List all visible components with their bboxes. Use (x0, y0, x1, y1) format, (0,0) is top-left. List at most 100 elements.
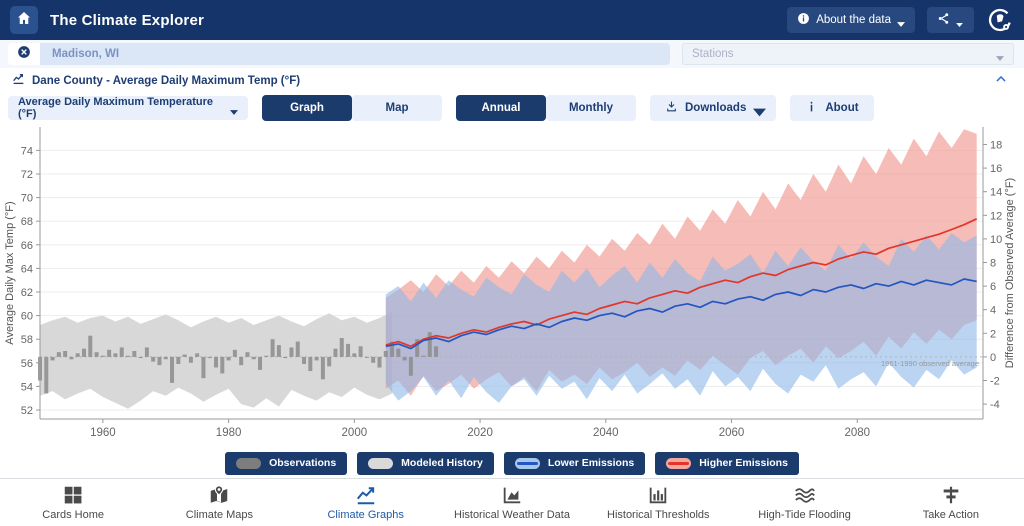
info-icon (797, 12, 810, 28)
climate-explorer-logo[interactable] (986, 6, 1014, 34)
nav-item-cards-home[interactable]: Cards Home (0, 479, 146, 526)
signpost-icon (940, 484, 962, 506)
legend-label: Observations (269, 457, 337, 469)
location-input[interactable] (40, 43, 670, 65)
svg-text:6: 6 (990, 281, 996, 293)
legend-observations[interactable]: Observations (225, 451, 348, 475)
svg-text:4: 4 (990, 305, 996, 317)
app-title: The Climate Explorer (50, 11, 205, 29)
caret-down-icon (753, 106, 767, 116)
svg-text:2020: 2020 (467, 427, 493, 439)
svg-text:1960: 1960 (90, 427, 116, 439)
caret-down-icon (897, 18, 905, 27)
linechart-icon (355, 484, 377, 506)
caret-down-icon (996, 52, 1004, 61)
nav-item-label: Historical Thresholds (607, 509, 710, 521)
svg-text:56: 56 (21, 358, 33, 370)
variable-select-value: Average Daily Maximum Temperature (°F) (18, 96, 214, 120)
climate-graph[interactable]: 1961-1990 observed average 52 54 56 58 60 62 64… (0, 123, 1024, 448)
stations-select[interactable]: Stations (682, 43, 1014, 65)
nav-item-label: High-Tide Flooding (758, 509, 851, 521)
svg-text:64: 64 (21, 263, 33, 275)
svg-text:70: 70 (21, 193, 33, 205)
top-navbar: The Climate Explorer About the data (0, 0, 1024, 40)
svg-text:60: 60 (21, 311, 33, 323)
about-button[interactable]: About (790, 95, 874, 121)
view-toggle-group: Graph Map (262, 95, 442, 121)
variable-select[interactable]: Average Daily Maximum Temperature (°F) (8, 96, 248, 120)
download-icon (665, 100, 678, 116)
svg-text:52: 52 (21, 405, 33, 417)
svg-text:14: 14 (990, 187, 1002, 199)
svg-text:10: 10 (990, 234, 1002, 246)
legend-swatch (514, 457, 540, 469)
location-search (8, 43, 670, 65)
about-the-data-label: About the data (816, 14, 891, 26)
about-label: About (825, 102, 859, 114)
legend-swatch (368, 457, 394, 469)
legend-lower-emissions[interactable]: Lower Emissions (503, 451, 646, 475)
svg-text:12: 12 (990, 210, 1002, 222)
svg-text:18: 18 (990, 140, 1002, 152)
svg-text:58: 58 (21, 334, 33, 346)
svg-text:1961-1990 observed average: 1961-1990 observed average (881, 359, 979, 368)
waves-icon (794, 484, 816, 506)
areachart-icon (501, 484, 523, 506)
toggle-map[interactable]: Map (352, 95, 442, 121)
nav-item-label: Historical Weather Data (454, 509, 570, 521)
y-axis-right-title: Difference from Observed Average (°F) (1004, 178, 1016, 368)
line-chart-icon (12, 72, 25, 90)
svg-text:68: 68 (21, 216, 33, 228)
toggle-annual[interactable]: Annual (456, 95, 546, 121)
legend-swatch (236, 457, 262, 469)
nav-item-take-action[interactable]: Take Action (878, 479, 1024, 526)
nav-item-label: Take Action (922, 509, 979, 521)
bottom-navigation: Cards Home Climate Maps Climate Graphs Hist… (0, 478, 1024, 526)
y-axis-left-title: Average Daily Max Temp (°F) (4, 201, 16, 344)
legend-label: Lower Emissions (547, 457, 635, 469)
svg-text:16: 16 (990, 163, 1002, 175)
svg-text:2000: 2000 (342, 427, 368, 439)
caret-down-icon (956, 18, 964, 27)
svg-text:2: 2 (990, 328, 996, 340)
downloads-button[interactable]: Downloads (650, 95, 777, 121)
nav-item-historical-weather-data[interactable]: Historical Weather Data (439, 479, 585, 526)
downloads-label: Downloads (685, 102, 747, 114)
toggle-graph[interactable]: Graph (262, 95, 352, 121)
caret-down-icon (230, 106, 238, 115)
map-icon (208, 484, 230, 506)
nav-item-label: Cards Home (42, 509, 105, 521)
nav-item-climate-maps[interactable]: Climate Maps (146, 479, 292, 526)
home-icon (16, 10, 32, 31)
svg-text:72: 72 (21, 169, 33, 181)
stations-placeholder: Stations (692, 48, 734, 60)
legend-label: Higher Emissions (699, 457, 788, 469)
grid-icon (62, 484, 84, 506)
toggle-monthly[interactable]: Monthly (546, 95, 636, 121)
clear-location-button[interactable] (8, 43, 40, 65)
nav-item-climate-graphs[interactable]: Climate Graphs (293, 479, 439, 526)
period-toggle-group: Annual Monthly (456, 95, 636, 121)
search-row: Stations (0, 40, 1024, 68)
legend-higher-emissions[interactable]: Higher Emissions (655, 451, 799, 475)
svg-text:66: 66 (21, 240, 33, 252)
nav-item-high-tide-flooding[interactable]: High-Tide Flooding (731, 479, 877, 526)
about-the-data-button[interactable]: About the data (787, 7, 915, 33)
info-icon (805, 100, 818, 116)
card-title: Dane County - Average Daily Maximum Temp… (32, 74, 301, 87)
svg-text:8: 8 (990, 258, 996, 270)
share-button[interactable] (927, 7, 974, 33)
legend-modeled-history[interactable]: Modeled History (357, 451, 494, 475)
svg-text:54: 54 (21, 381, 33, 393)
nav-item-label: Climate Maps (185, 509, 254, 521)
close-circle-icon (17, 45, 31, 64)
share-icon (937, 12, 950, 28)
svg-text:-2: -2 (990, 376, 1000, 388)
svg-text:2080: 2080 (844, 427, 870, 439)
home-button[interactable] (10, 6, 38, 34)
nav-item-label: Climate Graphs (327, 509, 404, 521)
svg-text:-4: -4 (990, 399, 1000, 411)
collapse-chevron-up-icon[interactable] (994, 72, 1012, 90)
nav-item-historical-thresholds[interactable]: Historical Thresholds (585, 479, 731, 526)
svg-text:74: 74 (21, 145, 33, 157)
